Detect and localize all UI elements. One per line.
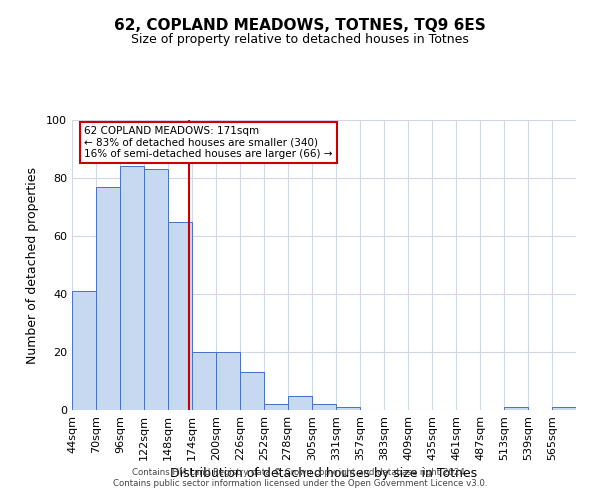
Bar xyxy=(263,404,287,410)
Text: Contains HM Land Registry data © Crown copyright and database right 2024.
Contai: Contains HM Land Registry data © Crown c… xyxy=(113,468,487,487)
Bar xyxy=(313,404,337,410)
Text: 62, COPLAND MEADOWS, TOTNES, TQ9 6ES: 62, COPLAND MEADOWS, TOTNES, TQ9 6ES xyxy=(114,18,486,32)
Text: 62 COPLAND MEADOWS: 171sqm
← 83% of detached houses are smaller (340)
16% of sem: 62 COPLAND MEADOWS: 171sqm ← 83% of deta… xyxy=(84,126,332,159)
Bar xyxy=(168,222,192,410)
Bar xyxy=(337,407,361,410)
Bar xyxy=(287,396,311,410)
Bar xyxy=(72,291,96,410)
X-axis label: Distribution of detached houses by size in Totnes: Distribution of detached houses by size … xyxy=(170,467,478,480)
Bar xyxy=(216,352,239,410)
Bar xyxy=(504,407,528,410)
Bar xyxy=(144,170,168,410)
Text: Size of property relative to detached houses in Totnes: Size of property relative to detached ho… xyxy=(131,32,469,46)
Bar xyxy=(96,186,120,410)
Y-axis label: Number of detached properties: Number of detached properties xyxy=(26,166,39,364)
Bar xyxy=(192,352,216,410)
Bar xyxy=(239,372,263,410)
Bar xyxy=(120,166,144,410)
Bar xyxy=(552,407,576,410)
